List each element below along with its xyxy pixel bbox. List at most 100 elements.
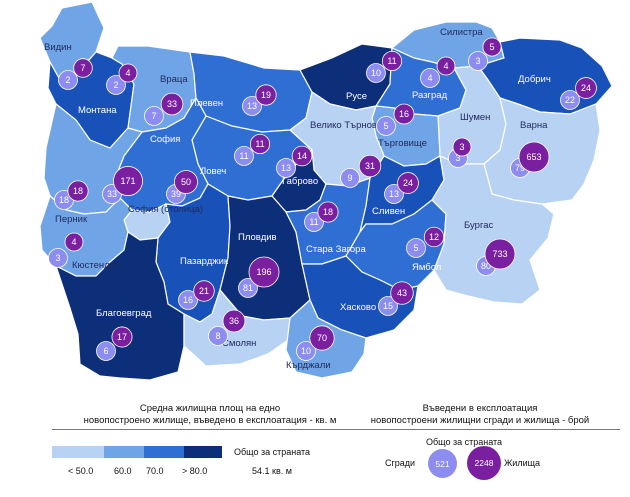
region-25-dwellings-bubble: 17 (111, 326, 133, 348)
country-area-value: 54.1 кв. м (252, 466, 292, 476)
region-11-dwellings-value: 653 (526, 152, 541, 162)
region-23-dwellings-bubble: 733 (484, 238, 516, 270)
region-14-dwellings-bubble: 171 (113, 166, 143, 196)
region-24-name: Хасково (340, 302, 376, 313)
dwellings-legend-label: Жилища (504, 458, 541, 468)
region-5-buildings-bubble: 3 (468, 51, 488, 71)
region-19-dwellings-value: 196 (256, 267, 271, 277)
region-15-name: София (столица) (128, 204, 203, 215)
region-3-name: Плевен (190, 98, 223, 109)
region-11-buildings-value: 79 (515, 163, 525, 173)
legend-class-label-1: < 50.0 (68, 466, 94, 476)
region-26-buildings-value: 8 (215, 331, 220, 341)
region-20-dwellings-value: 18 (323, 207, 333, 217)
count-legend-title-line-1: Въведени в експлоатация (422, 403, 538, 414)
region-25-dwellings-value: 17 (117, 332, 127, 342)
region-5-buildings-value: 3 (475, 56, 480, 66)
region-18-dwellings-value: 21 (199, 286, 209, 296)
region-15-buildings-value: 39 (171, 189, 181, 199)
region-21-dwellings-bubble: 24 (397, 172, 419, 194)
region-2-dwellings-value: 33 (167, 99, 177, 109)
legend-divider-left (52, 429, 360, 430)
region-6-dwellings-value: 24 (581, 83, 591, 93)
buildings-legend-circle: 521 (428, 449, 457, 478)
region-16-dwellings-bubble: 18 (67, 180, 89, 202)
region-18-buildings-value: 16 (183, 295, 193, 305)
region-22-buildings-bubble: 5 (406, 238, 426, 258)
region-24-buildings-bubble: 15 (378, 296, 398, 316)
region-26-dwellings-value: 36 (229, 316, 239, 326)
region-7-buildings-value: 4 (427, 73, 432, 83)
region-26-name: Смолян (222, 338, 256, 349)
region-12-buildings-bubble: 11 (234, 146, 254, 166)
region-3-dwellings-bubble: 19 (255, 84, 277, 106)
legend-class-label-2: 60.0 (114, 466, 132, 476)
region-2-name: Враца (160, 74, 188, 85)
region-11-name: Варна (520, 120, 548, 131)
region-13-dwellings-bubble: 14 (291, 145, 313, 167)
country-area-label: Общо за страната (234, 447, 311, 457)
region-7-dwellings-value: 4 (443, 61, 448, 71)
dwellings-legend-circle: 2248 (467, 446, 501, 480)
region-5-name: Силистра (440, 27, 483, 38)
region-12-name: Ловеч (200, 166, 226, 177)
region-17-dwellings-bubble: 4 (64, 232, 84, 252)
region-20-buildings-value: 11 (309, 217, 318, 227)
region-22-name: Ямбол (412, 262, 441, 273)
region-27-dwellings-value: 70 (317, 333, 327, 343)
area-legend-title-line-2: новопостроено жилище, въведено в експлоа… (83, 415, 337, 426)
region-24-dwellings-value: 43 (397, 288, 407, 298)
region-22-dwellings-value: 12 (429, 232, 439, 242)
region-0-dwellings-value: 7 (80, 63, 85, 73)
region-17-buildings-bubble: 3 (48, 248, 68, 268)
region-9-dwellings-value: 16 (399, 109, 409, 119)
region-26-dwellings-bubble: 36 (222, 309, 246, 333)
region-27-buildings-bubble: 10 (296, 341, 316, 361)
region-19-name: Пловдив (238, 232, 277, 243)
region-19-dwellings-bubble: 196 (248, 256, 280, 288)
region-2-dwellings-bubble: 33 (160, 92, 184, 116)
buildings-legend-label: Сгради (385, 458, 416, 468)
region-15-dwellings-bubble: 50 (174, 170, 198, 194)
region-4-dwellings-value: 11 (387, 56, 396, 66)
region-0-dwellings-bubble: 7 (73, 58, 93, 78)
region-8-dwellings-bubble: 3 (452, 137, 472, 157)
region-11-dwellings-bubble: 653 (518, 141, 550, 173)
legend-class-label-4: > 80.0 (182, 466, 208, 476)
region-4-buildings-value: 10 (371, 68, 381, 78)
region-7-name: Разград (412, 90, 448, 101)
region-16-dwellings-value: 18 (73, 186, 83, 196)
region-1-dwellings-bubble: 4 (118, 63, 138, 83)
region-10-name: Велико Търново (310, 120, 382, 131)
region-16-buildings-value: 18 (59, 195, 69, 205)
region-7-dwellings-bubble: 4 (436, 56, 456, 76)
region-2-buildings-value: 7 (151, 111, 156, 121)
region-1-buildings-value: 2 (113, 80, 118, 90)
region-25-name: Благоевград (96, 308, 152, 319)
region-5-dwellings-value: 5 (489, 42, 494, 52)
region-20-dwellings-bubble: 18 (317, 201, 339, 223)
region-23-dwellings-value: 733 (492, 249, 507, 259)
region-2-buildings-bubble: 7 (144, 106, 164, 126)
region-5-dwellings-bubble: 5 (482, 37, 502, 57)
region-17-name: Кюстендил (72, 260, 121, 271)
region-12-dwellings-bubble: 11 (249, 133, 271, 155)
region-15-dwellings-value: 50 (181, 177, 191, 187)
region-4-dwellings-bubble: 11 (381, 50, 403, 72)
region-8-dwellings-value: 3 (459, 142, 464, 152)
region-13-buildings-bubble: 13 (276, 158, 296, 178)
area-legend-title-line-1: Средна жилищна площ на едно (139, 403, 281, 414)
region-27-dwellings-bubble: 70 (309, 325, 335, 351)
region-26-buildings-bubble: 8 (208, 326, 228, 346)
region-18-buildings-bubble: 16 (178, 290, 198, 310)
region-13-name: Габрово (282, 176, 318, 187)
region-0-name: Видин (44, 42, 72, 53)
legend-swatch-2 (104, 446, 144, 458)
region-25-area (54, 231, 185, 381)
count-legend-title: Въведени в експлоатация новопостроени жи… (340, 403, 620, 427)
region-22-dwellings-bubble: 12 (423, 226, 445, 248)
region-4-name: Русе (346, 91, 367, 102)
region-27-buildings-value: 10 (301, 346, 311, 356)
region-3-buildings-value: 13 (247, 101, 257, 111)
region-6-buildings-value: 22 (565, 95, 575, 105)
